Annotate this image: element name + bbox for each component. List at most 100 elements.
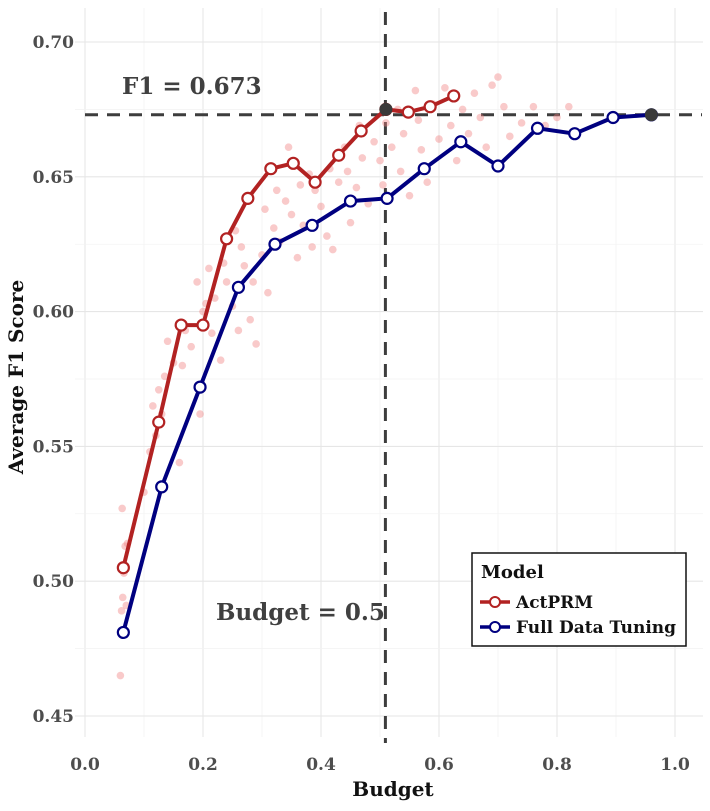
scatter-point [323,232,331,240]
scatter-point [160,372,169,381]
y-tick-label: 0.55 [33,437,74,457]
scatter-point [287,210,296,219]
data-point-actprm [401,105,415,119]
x-tick-label: 0.2 [188,755,218,775]
legend-label-actprm: ActPRM [515,593,593,613]
scatter-point [488,81,496,89]
scatter-point [284,143,293,151]
scatter-point [352,183,361,192]
scatter-point [163,337,172,346]
data-point-actprm [332,148,346,162]
scatter-point [249,278,257,286]
scatter-point [470,89,479,98]
scatter-point [334,178,343,186]
x-tick-label: 1.0 [660,755,690,775]
scatter-point [117,607,126,615]
data-point-full-data-tuning [530,121,545,135]
scatter-point [317,202,325,211]
scatter-point [272,186,281,195]
scatter-point [517,119,526,127]
data-point-actprm [308,175,322,189]
data-point-actprm [174,318,188,332]
scatter-point [149,402,157,410]
scatter-point [506,132,514,141]
data-point-full-data-tuning [343,194,358,208]
legend-box [471,552,687,647]
y-tick-label: 0.60 [33,303,75,323]
scatter-point [175,458,184,467]
scatter-point [234,326,243,335]
scatter-point [423,178,432,186]
scatter-point [379,181,387,189]
reference-lines [85,12,702,743]
highlight-points [379,102,658,122]
data-point-actprm [116,561,130,575]
y-axis-title: Average F1 Score [4,280,28,476]
data-point-full-data-tuning [155,480,169,494]
x-tick-label: 0.0 [70,755,100,775]
scatter-point [193,278,201,286]
data-point-actprm [241,191,255,205]
scatter-point [296,181,305,189]
scatter-point [237,243,246,251]
data-point-actprm [196,318,210,332]
scatter-point [553,113,561,122]
scatter-point [396,167,405,176]
series-lines [116,89,659,640]
scatter-point [240,261,249,270]
scatter-point [329,245,337,254]
scatter-point [458,105,467,114]
scatter-point [494,73,502,81]
scatter-point [118,504,126,513]
data-point-actprm [447,89,461,103]
scatter-point [464,129,473,138]
data-point-full-data-tuning [568,127,582,141]
y-tick-labels: 0.45 0.50 0.55 0.60 0.65 0.70 [33,33,75,727]
data-point-full-data-tuning [491,159,505,173]
y-tick-label: 0.70 [33,33,75,53]
scatter-point [565,102,573,111]
scatter-point [441,84,449,92]
budget-reference-label: Budget = 0.5 [216,599,385,626]
scatter-point [293,253,302,262]
legend-title: Model [481,562,544,583]
data-point-full-data-tuning [231,280,245,294]
legend: Model ActPRM Full Data Tuning [471,552,687,647]
legend-label-full-data-tuning: Full Data Tuning [516,618,676,638]
scatter-point [411,86,420,95]
scatter-point [382,119,390,127]
data-point-full-data-tuning [454,135,468,149]
scatter-point [447,121,455,130]
scatter-points [116,73,573,680]
data-point-actprm [264,162,278,176]
scatter-point [414,116,423,124]
scatter-point [187,342,195,351]
scatter-point [252,340,260,348]
data-point-actprm [423,100,437,114]
scatter-point [529,102,538,111]
data-point-full-data-tuning [305,218,319,232]
scatter-point [178,361,187,370]
scatter-point [308,243,316,251]
scatter-point [476,113,485,122]
legend-item-actprm: ActPRM [480,593,593,613]
scatter-point [281,197,290,205]
scatter-point [222,278,231,286]
f1-reference-label: F1 = 0.673 [122,73,262,100]
scatter-point [216,356,225,364]
scatter-point [270,224,278,232]
highlight-point [644,108,658,122]
scatter-point [376,156,384,165]
y-tick-label: 0.65 [33,168,74,188]
x-tick-label: 0.6 [424,755,454,775]
x-axis-title: Budget [352,777,434,801]
scatter-point [417,146,426,154]
data-point-full-data-tuning [116,625,130,640]
y-tick-label: 0.45 [33,707,74,727]
scatter-point [500,102,508,111]
data-point-actprm [286,156,300,170]
scatter-point [343,167,352,176]
scatter-point [482,143,491,151]
x-tick-labels: 0.0 0.2 0.4 0.6 0.8 1.0 [70,755,690,775]
scatter-point [358,154,367,162]
